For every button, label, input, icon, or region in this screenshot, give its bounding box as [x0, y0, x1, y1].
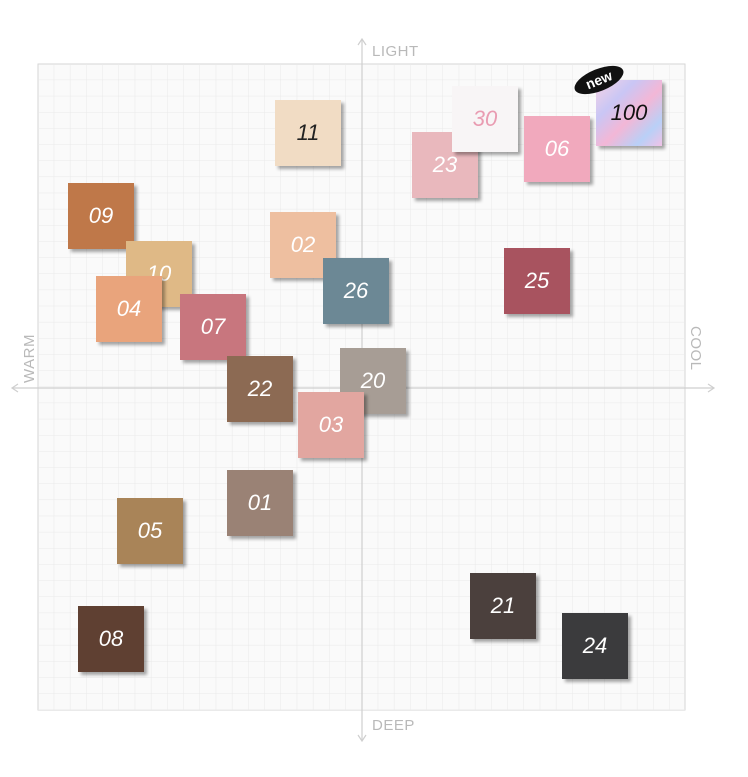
swatch: 01	[227, 470, 293, 536]
swatch-color	[96, 276, 162, 342]
swatch-label: 100	[611, 100, 648, 125]
swatch-label: 09	[89, 203, 113, 228]
swatch-color	[470, 573, 536, 639]
swatch: 25	[504, 248, 570, 314]
swatch: 100	[596, 80, 662, 146]
swatch-color	[117, 498, 183, 564]
swatch: 08	[78, 606, 144, 672]
swatch-label: 26	[343, 278, 369, 303]
axis-label-bottom: DEEP	[372, 717, 415, 734]
swatch-label: 05	[138, 518, 163, 543]
badge-shape	[574, 65, 624, 95]
swatch: 09	[68, 183, 134, 249]
swatch: 24	[562, 613, 628, 679]
swatch-color	[504, 248, 570, 314]
swatch: 11	[275, 100, 341, 166]
swatch-label: 04	[117, 296, 141, 321]
swatch-color	[227, 470, 293, 536]
axis-label-left: WARM	[21, 334, 38, 383]
swatch-label: 02	[291, 232, 315, 257]
swatch-color	[68, 183, 134, 249]
swatch-color	[78, 606, 144, 672]
swatch-label: 30	[473, 106, 498, 131]
swatch-color	[596, 80, 662, 146]
swatch-label: 22	[247, 376, 272, 401]
swatch-color	[323, 258, 389, 324]
swatch-label: 25	[524, 268, 550, 293]
swatch-color	[298, 392, 364, 458]
swatch-label: 20	[360, 368, 386, 393]
swatch: 22	[227, 356, 293, 422]
swatch: 03	[298, 392, 364, 458]
swatch: 07	[180, 294, 246, 360]
swatch-color	[180, 294, 246, 360]
swatch-color	[562, 613, 628, 679]
axis-label-top: LIGHT	[372, 43, 419, 60]
swatch: 06	[524, 116, 590, 182]
swatch: 04	[96, 276, 162, 342]
swatch-label: 06	[545, 136, 570, 161]
swatch-color	[524, 116, 590, 182]
swatch-label: 11	[297, 120, 320, 145]
axis-label-right: COOL	[687, 326, 704, 371]
swatch-label: 07	[201, 314, 226, 339]
swatch-label: 08	[99, 626, 124, 651]
swatch-color	[227, 356, 293, 422]
swatch: 26	[323, 258, 389, 324]
swatch-label: 23	[432, 152, 458, 177]
swatch: 21	[470, 573, 536, 639]
swatch-label: 03	[319, 412, 344, 437]
swatch-color	[275, 100, 341, 166]
swatch-color	[452, 86, 518, 152]
swatch-label: 21	[490, 593, 515, 618]
swatch: 30	[452, 86, 518, 152]
swatch-label: 24	[582, 633, 607, 658]
swatch: 05	[117, 498, 183, 564]
swatch-label: 01	[248, 490, 272, 515]
